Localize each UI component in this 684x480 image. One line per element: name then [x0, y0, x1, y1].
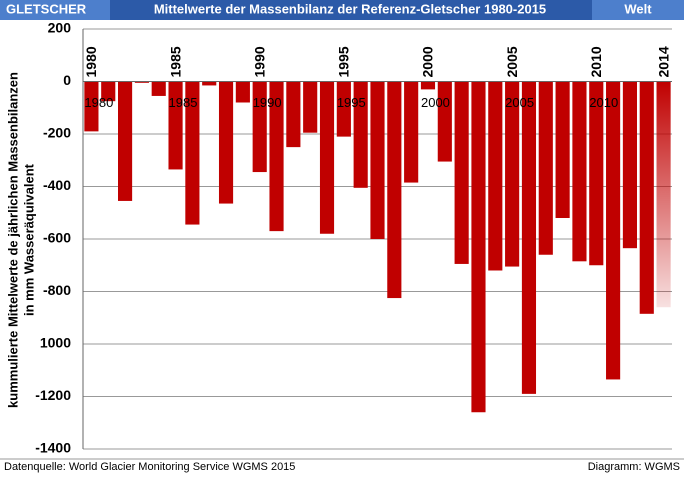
bar — [118, 81, 133, 201]
bar — [303, 81, 318, 133]
bar — [437, 81, 452, 162]
bar — [521, 81, 537, 394]
y-axis-label-line: in mm Wasseräquivalent — [21, 163, 36, 316]
bar — [488, 81, 503, 271]
inner-year-label: 2000 — [421, 95, 450, 110]
y-tick-label: -1400 — [35, 440, 71, 456]
header-region-box — [592, 0, 684, 20]
bar — [269, 81, 284, 232]
bar — [639, 81, 654, 314]
inner-year-label: 1985 — [169, 95, 198, 110]
inner-year-label: 1995 — [337, 95, 366, 110]
inner-year-label: 1980 — [84, 95, 113, 110]
y-tick-label: -1200 — [35, 387, 71, 403]
bar — [370, 81, 385, 239]
header-bar — [0, 0, 684, 20]
header-section: GLETSCHER — [6, 1, 87, 16]
bar — [404, 81, 419, 183]
footer-credit: Diagramm: WGMS — [588, 461, 680, 473]
bar — [202, 81, 217, 86]
y-tick-label: -600 — [43, 230, 71, 246]
bar — [420, 81, 436, 90]
y-tick-label: -800 — [43, 282, 71, 298]
y-tick-label: -400 — [43, 177, 71, 193]
header-region: Welt — [624, 1, 652, 16]
bar — [471, 81, 486, 413]
bar — [353, 81, 368, 188]
y-tick-label: 200 — [48, 20, 72, 36]
bar — [622, 81, 637, 249]
x-tick-label: 2000 — [420, 46, 436, 77]
bar — [387, 81, 402, 299]
bar — [101, 81, 116, 102]
bar — [454, 81, 469, 264]
x-tick-label: 1985 — [167, 46, 183, 77]
y-axis-label: kummulierte Mittelwerte de jährlichen Ma… — [5, 72, 36, 408]
header-title: Mittelwerte der Massenbilanz der Referen… — [154, 1, 546, 16]
bar — [572, 81, 587, 262]
bar — [589, 81, 604, 266]
bar — [151, 81, 166, 96]
x-tick-label: 1980 — [83, 46, 99, 77]
bar — [555, 81, 570, 218]
header-section-box — [0, 0, 110, 20]
bar — [606, 81, 621, 380]
bar — [235, 81, 250, 103]
bar — [505, 81, 520, 267]
bar — [656, 81, 671, 308]
x-tick-label: 2014 — [655, 46, 671, 77]
inner-year-label: 2010 — [589, 95, 618, 110]
y-tick-label: 1000 — [40, 335, 71, 351]
bar — [185, 81, 200, 225]
footer-source: Datenquelle: World Glacier Monitoring Se… — [4, 461, 295, 473]
y-tick-label: 0 — [63, 72, 71, 88]
inner-year-label: 2005 — [505, 95, 534, 110]
bar — [252, 81, 267, 173]
y-tick-label: -200 — [43, 125, 71, 141]
bar — [286, 81, 301, 148]
bar — [336, 81, 351, 137]
bar — [168, 81, 183, 170]
x-tick-label: 2010 — [588, 46, 604, 77]
bar — [538, 81, 553, 255]
bar — [84, 81, 99, 132]
x-tick-label: 1995 — [336, 46, 352, 77]
x-tick-label: 2005 — [504, 46, 520, 77]
bar — [134, 81, 149, 83]
bar — [218, 81, 234, 204]
inner-year-label: 1990 — [253, 95, 282, 110]
x-tick-label: 1990 — [251, 46, 267, 77]
bar — [319, 81, 335, 234]
y-axis-label-line: kummulierte Mittelwerte de jährlichen Ma… — [5, 72, 20, 408]
